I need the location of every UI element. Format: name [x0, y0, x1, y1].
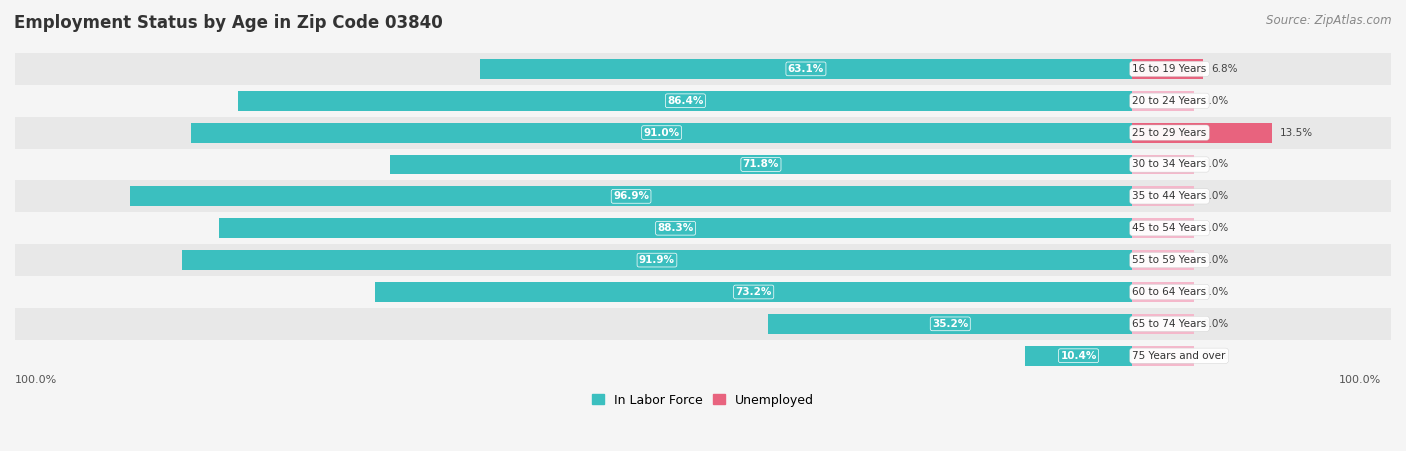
- Bar: [129, 186, 1132, 206]
- Bar: [0, 276, 1406, 308]
- Bar: [1132, 346, 1195, 366]
- Text: 63.1%: 63.1%: [787, 64, 824, 74]
- Text: 0.0%: 0.0%: [1202, 319, 1229, 329]
- Text: 35 to 44 Years: 35 to 44 Years: [1132, 191, 1206, 201]
- Bar: [0, 340, 1406, 372]
- Bar: [1132, 282, 1195, 302]
- Text: 100.0%: 100.0%: [15, 376, 58, 386]
- Text: 65 to 74 Years: 65 to 74 Years: [1132, 319, 1206, 329]
- Text: 16 to 19 Years: 16 to 19 Years: [1132, 64, 1206, 74]
- Text: 0.0%: 0.0%: [1202, 351, 1229, 361]
- Text: 0.0%: 0.0%: [1202, 96, 1229, 106]
- Text: 0.0%: 0.0%: [1202, 160, 1229, 170]
- Bar: [1132, 155, 1195, 175]
- Bar: [389, 155, 1132, 175]
- Bar: [0, 308, 1406, 340]
- Bar: [1025, 346, 1132, 366]
- Text: 20 to 24 Years: 20 to 24 Years: [1132, 96, 1206, 106]
- Text: 13.5%: 13.5%: [1281, 128, 1313, 138]
- Text: 25 to 29 Years: 25 to 29 Years: [1132, 128, 1206, 138]
- Text: 73.2%: 73.2%: [735, 287, 772, 297]
- Bar: [479, 59, 1132, 79]
- Text: 30 to 34 Years: 30 to 34 Years: [1132, 160, 1206, 170]
- Text: 0.0%: 0.0%: [1202, 287, 1229, 297]
- Text: 0.0%: 0.0%: [1202, 255, 1229, 265]
- Bar: [1132, 123, 1272, 143]
- Bar: [768, 314, 1132, 334]
- Bar: [0, 117, 1406, 148]
- Text: Source: ZipAtlas.com: Source: ZipAtlas.com: [1267, 14, 1392, 27]
- Legend: In Labor Force, Unemployed: In Labor Force, Unemployed: [586, 389, 820, 412]
- Bar: [181, 250, 1132, 270]
- Bar: [219, 218, 1132, 238]
- Bar: [0, 180, 1406, 212]
- Bar: [0, 212, 1406, 244]
- Text: 91.0%: 91.0%: [644, 128, 679, 138]
- Bar: [191, 123, 1132, 143]
- Text: 45 to 54 Years: 45 to 54 Years: [1132, 223, 1206, 233]
- Bar: [239, 91, 1132, 110]
- Bar: [0, 244, 1406, 276]
- Text: 6.8%: 6.8%: [1211, 64, 1237, 74]
- Text: 88.3%: 88.3%: [658, 223, 693, 233]
- Bar: [1132, 250, 1195, 270]
- Text: 0.0%: 0.0%: [1202, 223, 1229, 233]
- Text: 91.9%: 91.9%: [638, 255, 675, 265]
- Text: 96.9%: 96.9%: [613, 191, 650, 201]
- Bar: [0, 53, 1406, 85]
- Bar: [0, 148, 1406, 180]
- Bar: [1132, 218, 1195, 238]
- Text: 71.8%: 71.8%: [742, 160, 779, 170]
- Text: 100.0%: 100.0%: [1339, 376, 1381, 386]
- Text: 10.4%: 10.4%: [1060, 351, 1097, 361]
- Text: 60 to 64 Years: 60 to 64 Years: [1132, 287, 1206, 297]
- Bar: [1132, 59, 1202, 79]
- Bar: [0, 85, 1406, 117]
- Text: 0.0%: 0.0%: [1202, 191, 1229, 201]
- Bar: [375, 282, 1132, 302]
- Text: 35.2%: 35.2%: [932, 319, 969, 329]
- Bar: [1132, 314, 1195, 334]
- Bar: [1132, 91, 1195, 110]
- Text: 55 to 59 Years: 55 to 59 Years: [1132, 255, 1206, 265]
- Bar: [1132, 186, 1195, 206]
- Text: 86.4%: 86.4%: [668, 96, 703, 106]
- Text: Employment Status by Age in Zip Code 03840: Employment Status by Age in Zip Code 038…: [14, 14, 443, 32]
- Text: 75 Years and over: 75 Years and over: [1132, 351, 1226, 361]
